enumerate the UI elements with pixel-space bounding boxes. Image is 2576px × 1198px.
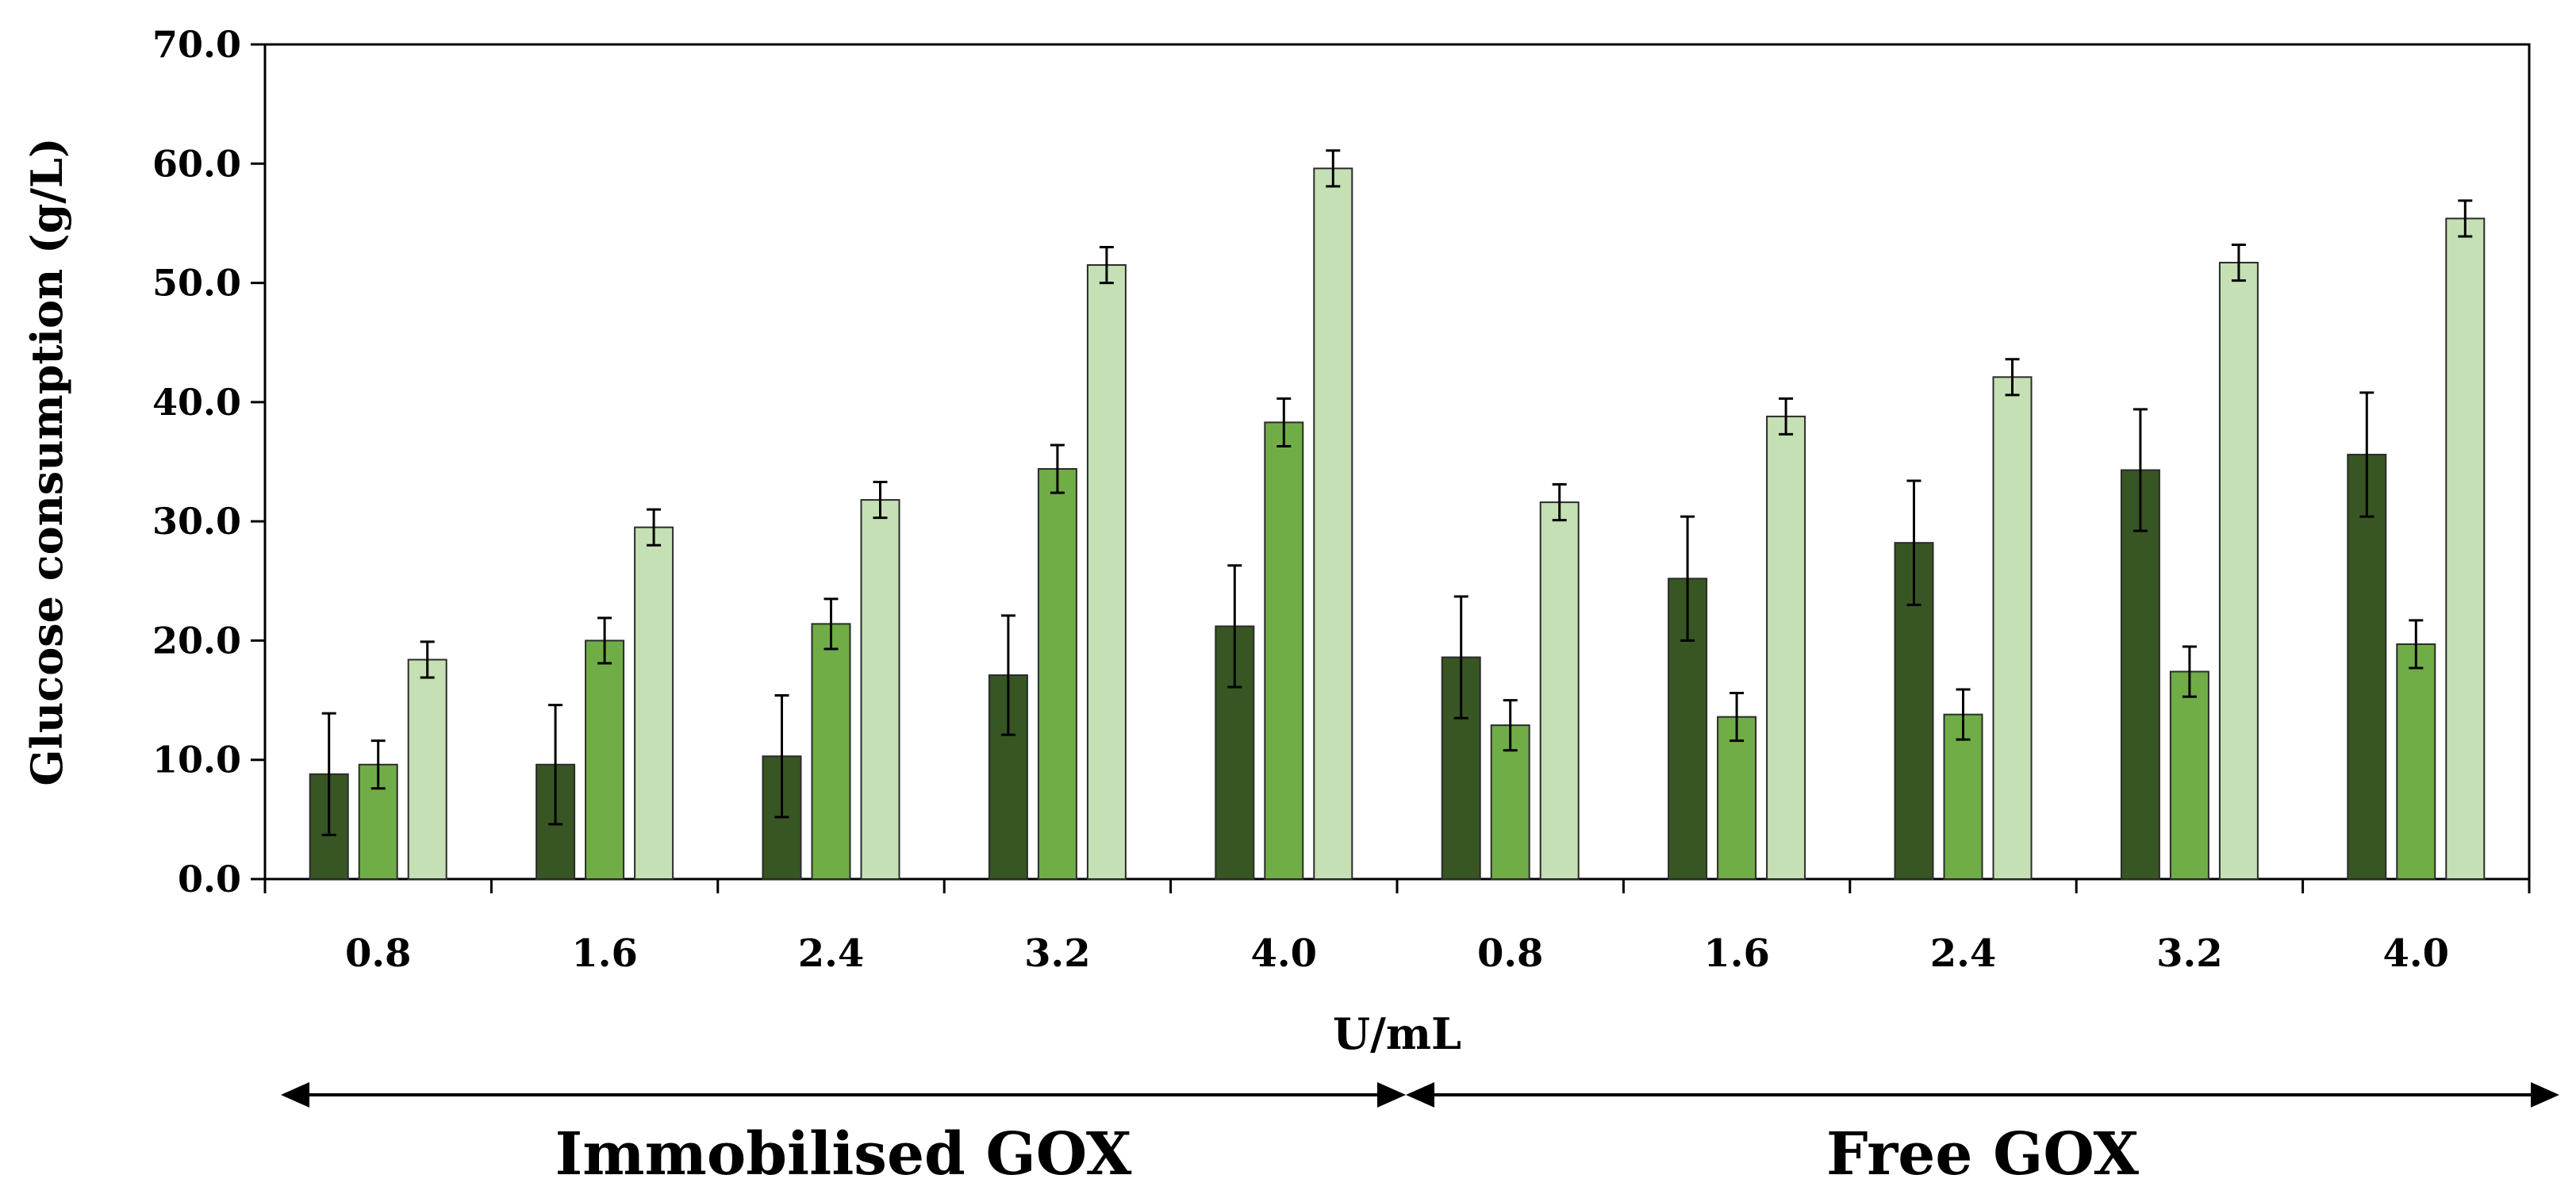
x-tick-label: 1.6 — [571, 931, 638, 976]
y-tick-label: 20.0 — [152, 619, 241, 662]
bar — [1539, 501, 1580, 881]
x-axis-title: U/mL — [1333, 1008, 1461, 1059]
x-tick-label: 4.0 — [1251, 931, 1318, 976]
group-label: Free GOX — [1826, 1120, 2140, 1188]
axes-layer — [251, 43, 2531, 893]
x-tick-label: 3.2 — [1024, 931, 1091, 976]
x-tick-label: 0.8 — [345, 931, 412, 976]
y-tick-label: 40.0 — [152, 381, 241, 424]
group-arrow-head-right — [1377, 1082, 1406, 1108]
bar — [2169, 670, 2209, 880]
bar — [1313, 167, 1353, 881]
x-tick-label: 2.4 — [1930, 931, 1997, 976]
bar — [2445, 217, 2486, 881]
y-tick-label: 60.0 — [152, 142, 241, 185]
error-bars-layer — [321, 149, 2473, 836]
bar — [1943, 713, 1983, 880]
bar — [1717, 716, 1757, 881]
group-annotations-layer: Immobilised GOX Free GOX — [281, 1082, 2559, 1188]
x-tick-label: 4.0 — [2383, 931, 2450, 976]
group-label: Immobilised GOX — [555, 1120, 1132, 1188]
bar — [1086, 264, 1127, 880]
bar — [1766, 415, 1806, 880]
group-arrow-head-left — [281, 1082, 309, 1108]
group-arrow-head-right — [2531, 1082, 2559, 1108]
y-tick-label: 30.0 — [152, 500, 241, 543]
bar — [811, 623, 851, 880]
group-arrow-head-left — [1406, 1082, 1434, 1108]
x-tick-label: 1.6 — [1703, 931, 1770, 976]
bar — [585, 639, 625, 881]
y-tick-label: 70.0 — [152, 23, 241, 66]
x-tick-label: 0.8 — [1477, 931, 1544, 976]
bar — [860, 499, 900, 880]
bar — [2218, 262, 2259, 881]
y-axis-title: Glucose consumption (g/L) — [21, 137, 72, 785]
bar — [1264, 421, 1304, 880]
x-tick-label: 2.4 — [798, 931, 865, 976]
bar — [407, 659, 447, 881]
bars-layer — [309, 167, 2486, 881]
bar — [2396, 643, 2436, 880]
bar — [2347, 453, 2387, 880]
y-tick-label: 10.0 — [152, 739, 241, 781]
x-tick-label: 3.2 — [2156, 931, 2223, 976]
labels-layer: 0.0 10.0 20.0 30.0 40.0 50.0 60.0 70.0 0.8 1.6 2.4… — [21, 23, 2449, 1059]
bar — [1037, 468, 1077, 880]
bar — [1992, 376, 2033, 881]
bar — [634, 526, 674, 881]
y-tick-label: 0.0 — [178, 858, 241, 900]
bar — [2120, 469, 2160, 880]
y-tick-label: 50.0 — [152, 262, 241, 305]
